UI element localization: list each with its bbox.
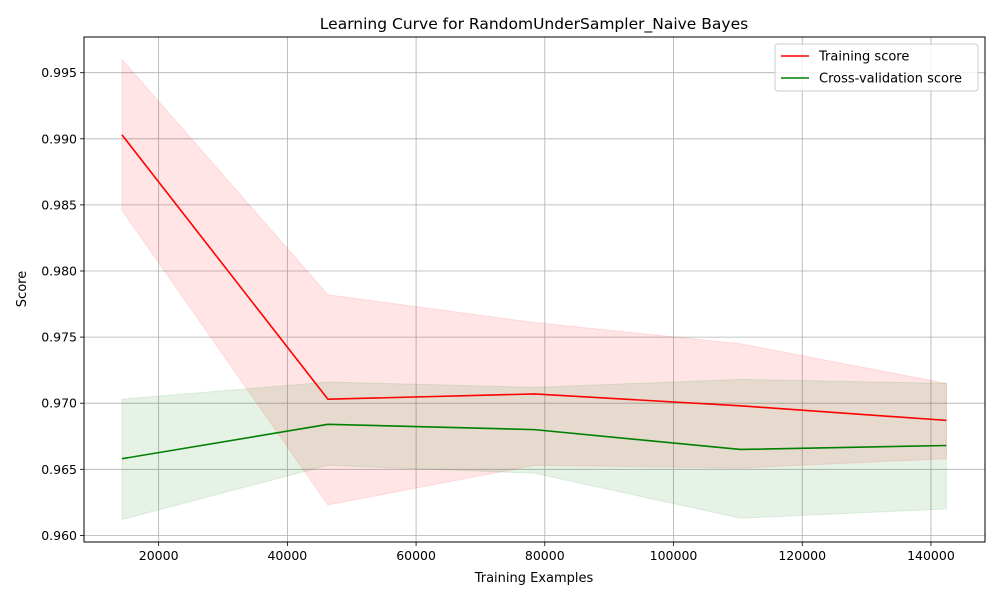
line-series-2	[121, 423, 947, 460]
confidence-bands	[121, 58, 947, 521]
x-tick-label: 120000	[778, 548, 826, 563]
x-tick-label: 20000	[139, 548, 179, 563]
x-axis-label: Training Examples	[474, 571, 594, 586]
grid-layer	[84, 37, 985, 542]
y-tick-label: 0.960	[41, 528, 77, 543]
band-series-1	[121, 58, 947, 506]
axis-ticks: 20000 40000 60000 80000 100000 120000 140000 0.…	[41, 65, 955, 563]
y-tick-label: 0.985	[41, 197, 77, 212]
legend-box	[774, 43, 979, 92]
x-tick-label: 140000	[907, 548, 955, 563]
y-tick-label: 0.965	[41, 462, 77, 477]
x-tick-label: 60000	[396, 548, 436, 563]
y-tick-label: 0.990	[41, 131, 77, 146]
line-series-1	[121, 134, 947, 422]
series-lines	[121, 134, 947, 460]
band-series-2	[121, 378, 947, 521]
x-tick-label: 100000	[650, 548, 698, 563]
y-tick-label: 0.995	[41, 65, 77, 80]
legend-label-series-1: Training score	[818, 50, 909, 65]
y-axis-label: Score	[15, 271, 30, 307]
x-tick-label: 80000	[525, 548, 565, 563]
legend-label-series-2: Cross-validation score	[819, 72, 962, 87]
x-tick-label: 40000	[267, 548, 307, 563]
y-tick-label: 0.975	[41, 330, 77, 345]
legend: Training score Cross-validation score	[774, 43, 979, 92]
plot-frame	[83, 36, 986, 543]
chart-title: Learning Curve for RandomUnderSampler_Na…	[320, 15, 748, 34]
y-tick-label: 0.980	[41, 263, 77, 278]
y-tick-label: 0.970	[41, 396, 77, 411]
